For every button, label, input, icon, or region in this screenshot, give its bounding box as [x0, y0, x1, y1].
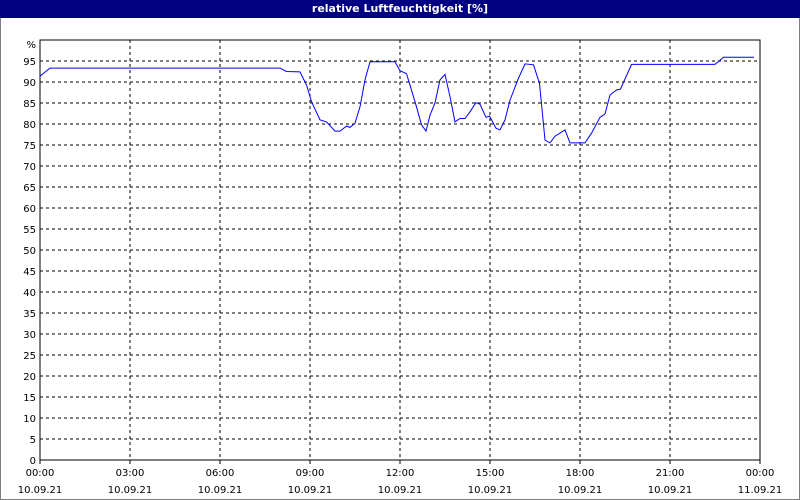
y-tick-label: 10	[23, 414, 36, 425]
x-tick-time: 21:00	[656, 468, 685, 479]
y-tick-label: 40	[23, 288, 36, 299]
x-tick-time: 12:00	[386, 468, 415, 479]
y-tick-label: 45	[23, 267, 36, 278]
x-tick-time: 15:00	[476, 468, 505, 479]
y-tick-label: 80	[23, 120, 36, 131]
y-tick-label: 60	[23, 204, 36, 215]
x-tick-date: 10.09.21	[378, 485, 423, 496]
y-tick-label: 30	[23, 330, 36, 341]
x-tick-date: 10.09.21	[198, 485, 243, 496]
y-tick-label: 95	[23, 57, 36, 68]
x-tick-date: 10.09.21	[468, 485, 513, 496]
y-tick-label: 35	[23, 309, 36, 320]
plot-area	[39, 39, 761, 461]
x-tick-time: 00:00	[26, 468, 55, 479]
y-tick-label: 5	[30, 435, 36, 446]
x-tick-date: 10.09.21	[108, 485, 153, 496]
y-tick-label: 90	[23, 78, 36, 89]
y-tick-label: 55	[23, 225, 36, 236]
y-tick-label: 0	[30, 456, 36, 467]
y-tick-label: 70	[23, 162, 36, 173]
y-tick-label: 25	[23, 351, 36, 362]
x-tick-date: 11.09.21	[738, 485, 783, 496]
y-tick-label: 75	[23, 141, 36, 152]
x-tick-time: 00:00	[746, 468, 775, 479]
x-tick-date: 10.09.21	[558, 485, 603, 496]
y-tick-label: 85	[23, 99, 36, 110]
chart-title: relative Luftfeuchtigkeit [%]	[0, 0, 800, 18]
y-tick-label: 20	[23, 372, 36, 383]
x-tick-time: 09:00	[296, 468, 325, 479]
humidity-series-line	[39, 56, 754, 144]
y-tick-label: 15	[23, 393, 36, 404]
x-tick-date: 10.09.21	[288, 485, 333, 496]
x-tick-date: 10.09.21	[18, 485, 63, 496]
x-tick-time: 03:00	[116, 468, 145, 479]
x-tick-time: 06:00	[206, 468, 235, 479]
x-tick-date: 10.09.21	[648, 485, 693, 496]
x-tick-time: 18:00	[566, 468, 595, 479]
y-tick-label: 65	[23, 183, 36, 194]
y-tick-label: 50	[23, 246, 36, 257]
y-axis-unit: %	[26, 40, 36, 51]
